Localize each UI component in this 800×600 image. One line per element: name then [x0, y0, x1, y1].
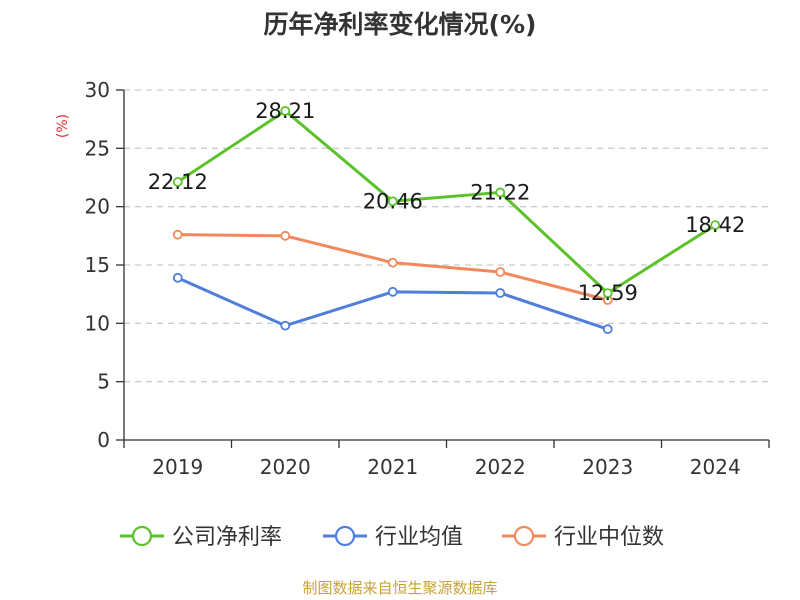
y-tick-label: 25 [85, 136, 110, 160]
data-label: 28.21 [255, 99, 315, 123]
data-point [602, 324, 613, 335]
series-line-1 [176, 109, 717, 295]
data-point [172, 229, 183, 240]
x-tick-label: 2020 [260, 455, 311, 479]
x-tick-label: 2022 [475, 455, 526, 479]
y-tick-label: 30 [85, 78, 110, 102]
y-tick-label: 5 [97, 370, 110, 394]
x-tick-label: 2024 [690, 455, 741, 479]
data-label: 18.42 [685, 213, 745, 237]
y-tick-label: 0 [97, 428, 110, 452]
y-tick-label: 20 [85, 195, 110, 219]
grid-layer [124, 89, 769, 383]
legend-item-3[interactable]: 行业中位数 [502, 525, 664, 550]
data-point [280, 230, 291, 241]
data-point [495, 288, 506, 298]
data-point [280, 105, 291, 116]
data-label: 20.46 [363, 189, 423, 213]
x-tick-label: 2019 [152, 455, 203, 479]
source-note: 制图数据来自恒生聚源数据库 [302, 579, 497, 597]
y-axis-unit-label: (%) [55, 114, 71, 138]
series-layer [172, 105, 721, 335]
data-label: 22.12 [148, 170, 208, 194]
legend-label: 行业中位数 [554, 525, 664, 550]
legend-label: 行业均值 [375, 525, 463, 550]
data-point [495, 187, 506, 198]
data-point [172, 272, 183, 283]
data-point [602, 288, 613, 299]
data-label: 21.22 [470, 180, 530, 204]
data-point [387, 196, 398, 207]
legend: 公司净利率 行业均值 行业中位数 [120, 525, 664, 550]
x-tick-label: 2021 [367, 455, 418, 479]
legend-marker [513, 525, 535, 547]
data-point [710, 220, 721, 231]
legend-item-2[interactable]: 行业均值 [323, 525, 463, 550]
axis-layer: 0 5 10 15 20 25 30 2019 2020 2021 2022 2023 2024 [85, 78, 770, 479]
data-point [387, 257, 398, 268]
y-tick-label: 10 [85, 311, 110, 335]
data-label-layer: 22.12 28.21 20.46 21.22 12.59 18.42 [148, 99, 746, 305]
data-label: 12.59 [578, 281, 638, 305]
legend-marker [334, 525, 356, 547]
legend-label: 公司净利率 [172, 525, 282, 550]
x-tick-label: 2023 [582, 455, 633, 479]
data-point [495, 267, 506, 277]
data-point [387, 286, 398, 297]
legend-item-1[interactable]: 公司净利率 [120, 525, 282, 550]
legend-marker [131, 525, 153, 547]
y-tick-label: 15 [85, 253, 110, 277]
data-point [280, 320, 291, 331]
series-line-2 [177, 276, 609, 331]
chart-title: 历年净利率变化情况(%) [264, 10, 537, 39]
data-point [172, 177, 183, 187]
